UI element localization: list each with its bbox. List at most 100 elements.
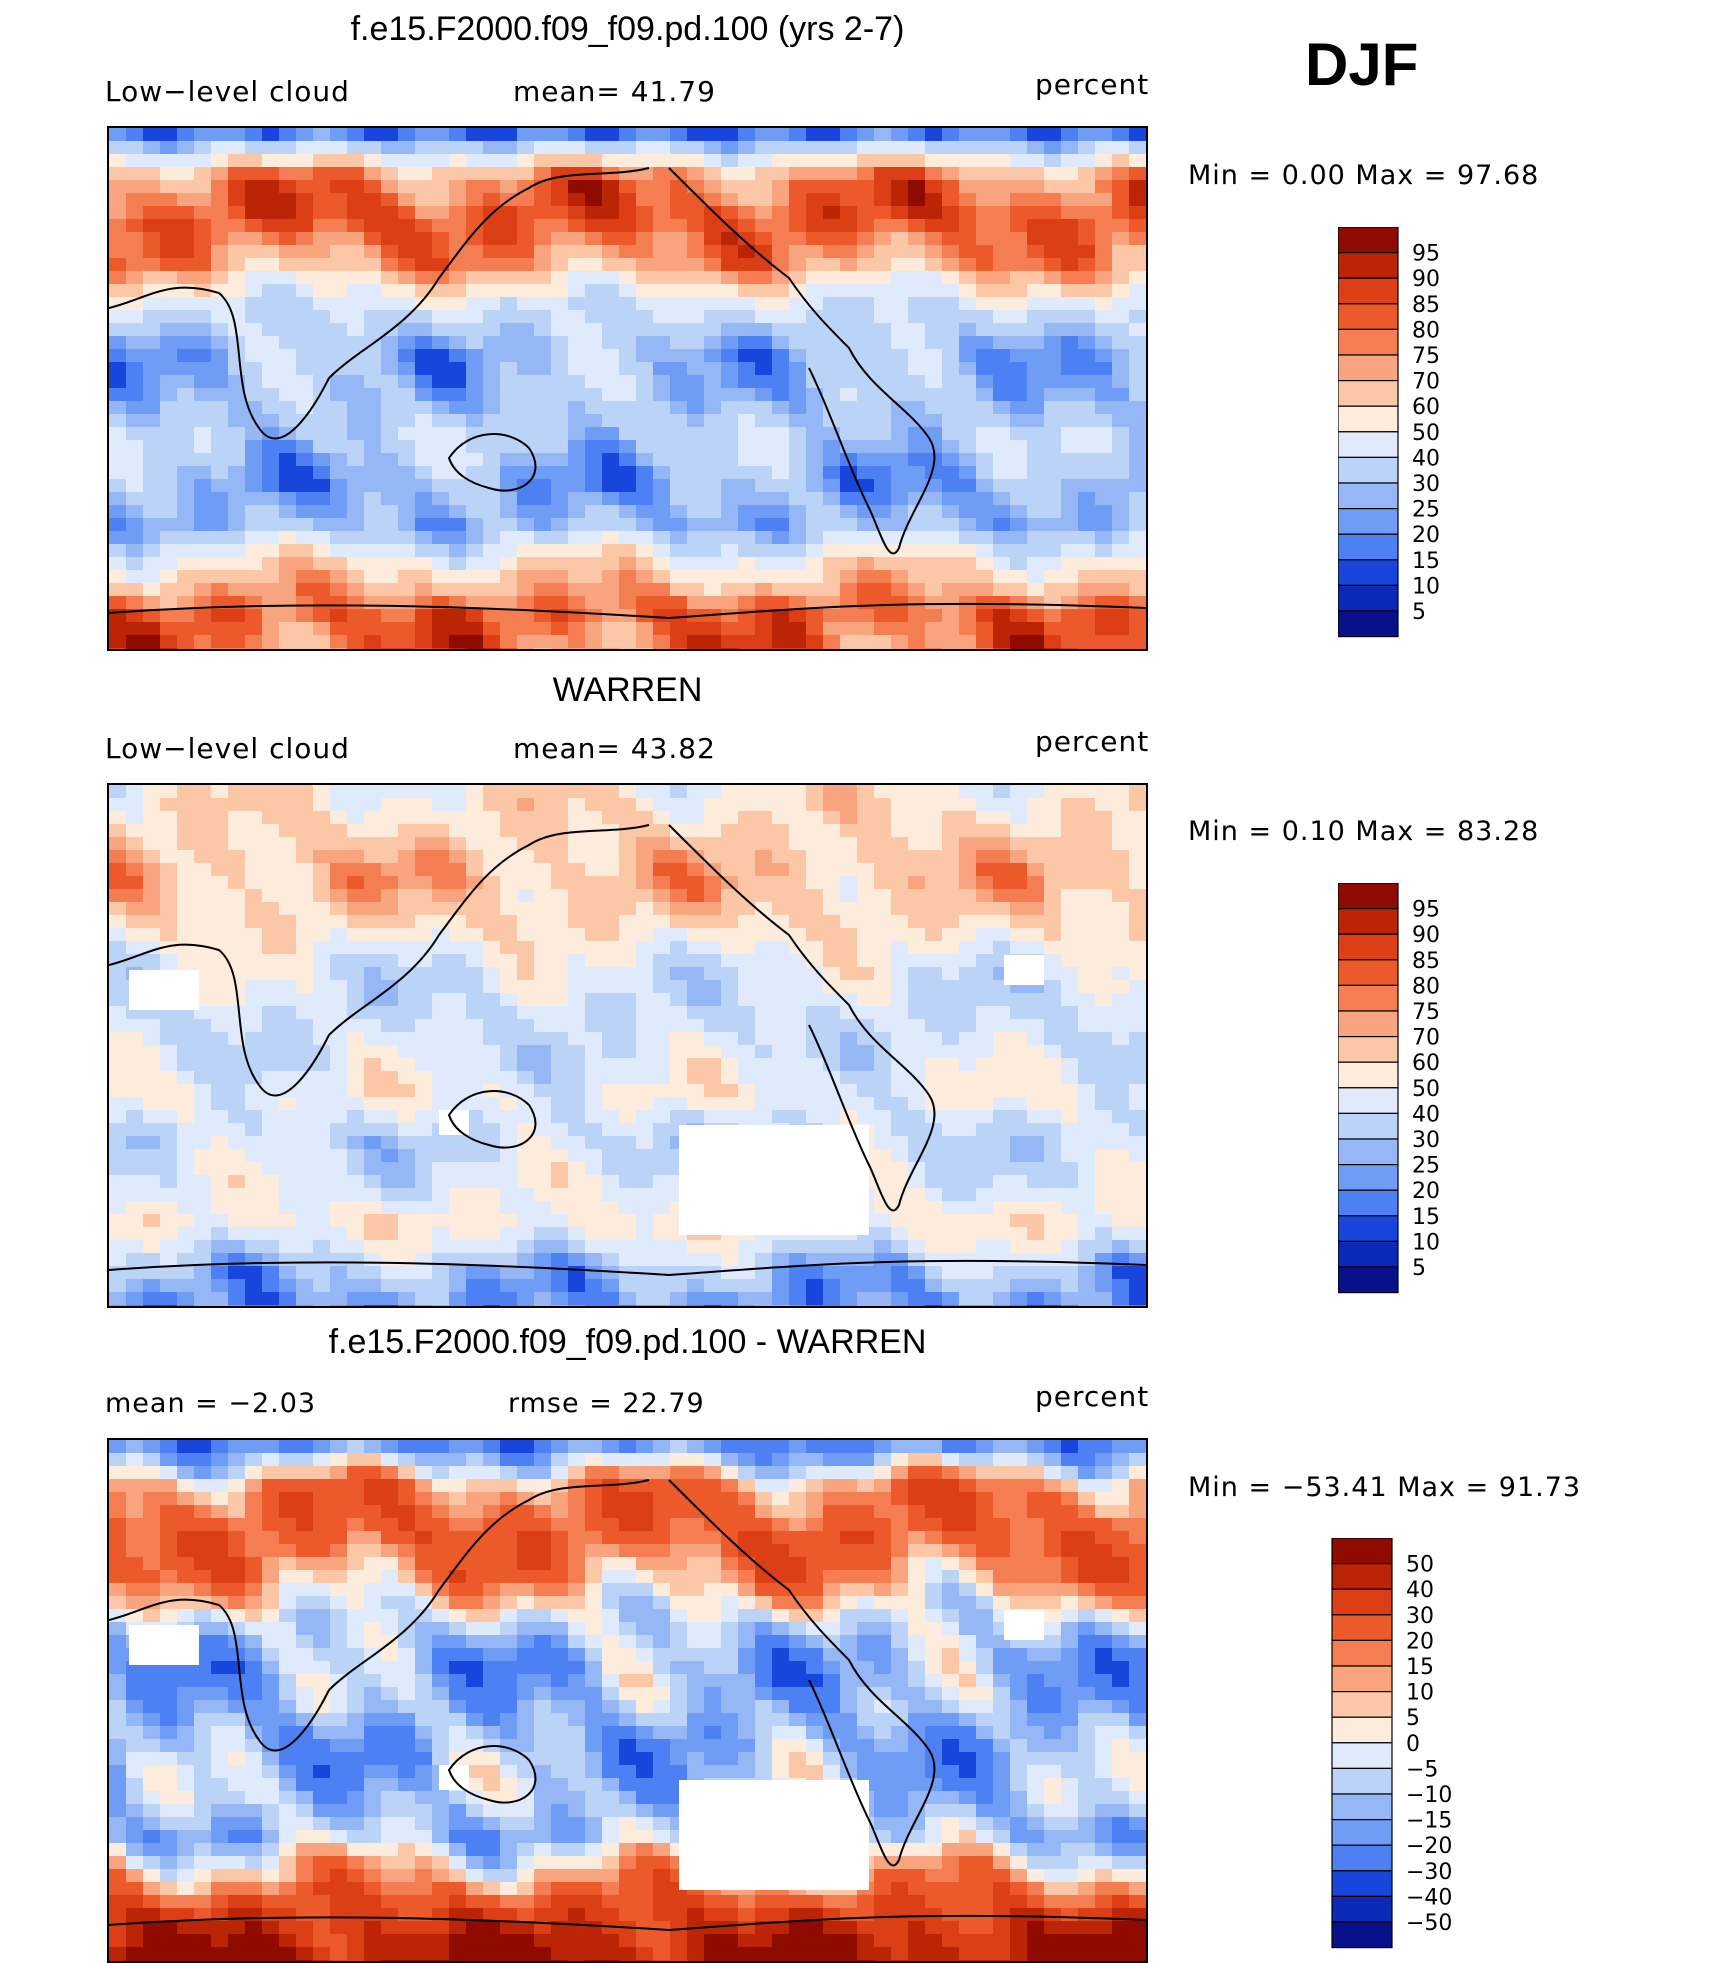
map-cell xyxy=(398,206,416,220)
map-cell xyxy=(330,876,348,890)
map-cell xyxy=(653,206,671,220)
map-cell xyxy=(721,323,739,337)
map-cell xyxy=(653,1292,671,1306)
map-cell xyxy=(1044,902,1062,916)
map-cell xyxy=(381,453,399,467)
map-cell xyxy=(143,915,161,929)
map-cell xyxy=(415,492,433,506)
map-cell xyxy=(891,902,909,916)
map-cell xyxy=(840,1071,858,1085)
map-cell xyxy=(891,824,909,838)
map-cell xyxy=(908,167,926,181)
map-cell xyxy=(432,1214,450,1228)
map-cell xyxy=(109,583,127,597)
map-cell xyxy=(415,232,433,246)
map-cell xyxy=(211,258,229,272)
map-cell xyxy=(585,284,603,298)
map-cell xyxy=(993,1214,1011,1228)
map-cell xyxy=(313,928,331,942)
map-cell xyxy=(653,1097,671,1111)
map-cell xyxy=(1078,128,1096,142)
map-cell xyxy=(160,1058,178,1072)
map-cell xyxy=(296,323,314,337)
map-cell xyxy=(466,993,484,1007)
map-cell xyxy=(1027,1240,1045,1254)
map-cell xyxy=(483,375,501,389)
map-cell xyxy=(619,323,637,337)
map-cell xyxy=(942,583,960,597)
map-cell xyxy=(517,863,535,877)
map-cell xyxy=(177,219,195,233)
map-cell xyxy=(160,863,178,877)
map-cell xyxy=(653,1058,671,1072)
map-cell xyxy=(1027,206,1045,220)
map-cell xyxy=(857,798,875,812)
map-cell xyxy=(160,941,178,955)
map-cell xyxy=(789,193,807,207)
map-cell xyxy=(126,1253,144,1267)
map-cell xyxy=(755,1253,773,1267)
map-cell xyxy=(942,258,960,272)
map-cell xyxy=(636,154,654,168)
map-cell xyxy=(1078,1266,1096,1280)
map-cell xyxy=(670,1045,688,1059)
map-cell xyxy=(636,915,654,929)
map-cell xyxy=(636,401,654,415)
map-cell xyxy=(976,492,994,506)
map-cell xyxy=(755,518,773,532)
map-cell xyxy=(1095,544,1113,558)
map-cell xyxy=(891,466,909,480)
map-cell xyxy=(245,1045,263,1059)
map-cell xyxy=(449,284,467,298)
map-cell xyxy=(585,1253,603,1267)
map-cell xyxy=(177,323,195,337)
map-cell xyxy=(177,141,195,155)
map-cell xyxy=(534,193,552,207)
map-cell xyxy=(279,596,297,610)
map-cell xyxy=(279,648,297,649)
map-cell xyxy=(704,902,722,916)
map-cell xyxy=(262,1279,280,1293)
map-cell xyxy=(534,1266,552,1280)
map-cell xyxy=(942,310,960,324)
map-cell xyxy=(466,876,484,890)
map-cell xyxy=(1112,219,1130,233)
map-cell xyxy=(925,492,943,506)
map-cell xyxy=(262,1071,280,1085)
map-cell xyxy=(211,1032,229,1046)
map-cell xyxy=(806,596,824,610)
map-cell xyxy=(1078,388,1096,402)
map-cell xyxy=(330,609,348,623)
map-cell xyxy=(449,570,467,584)
map-cell xyxy=(296,232,314,246)
map-cell xyxy=(874,1006,892,1020)
map-cell xyxy=(908,479,926,493)
map-cell xyxy=(381,1266,399,1280)
map-cell xyxy=(1010,1201,1028,1215)
map-cell xyxy=(874,297,892,311)
map-cell xyxy=(1078,271,1096,285)
map-cell xyxy=(160,388,178,402)
map-cell xyxy=(1044,466,1062,480)
map-cell xyxy=(466,427,484,441)
map-cell xyxy=(1095,232,1113,246)
map-cell xyxy=(976,349,994,363)
map-cell xyxy=(1027,1006,1045,1020)
map-cell xyxy=(296,1149,314,1163)
map-cell xyxy=(806,310,824,324)
map-cell xyxy=(517,492,535,506)
map-cell xyxy=(347,954,365,968)
map-cell xyxy=(976,635,994,649)
map-cell xyxy=(687,375,705,389)
map-cell xyxy=(432,505,450,519)
map-cell xyxy=(619,850,637,864)
map-cell xyxy=(738,271,756,285)
map-cell xyxy=(381,1110,399,1124)
map-cell xyxy=(1010,596,1028,610)
map-cell xyxy=(245,336,263,350)
map-cell xyxy=(466,811,484,825)
map-cell xyxy=(551,245,569,259)
map-cell xyxy=(347,1123,365,1137)
map-cell xyxy=(398,544,416,558)
map-cell xyxy=(942,180,960,194)
